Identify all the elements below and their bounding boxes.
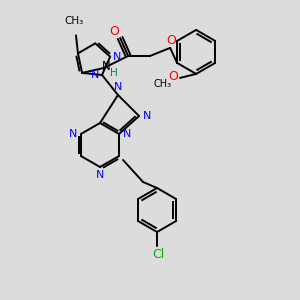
Text: CH₃: CH₃ bbox=[153, 79, 171, 89]
Text: N: N bbox=[143, 111, 151, 121]
Text: N: N bbox=[96, 170, 104, 180]
Text: H: H bbox=[110, 68, 118, 78]
Text: O: O bbox=[166, 34, 176, 47]
Text: N: N bbox=[91, 70, 99, 80]
Text: N: N bbox=[114, 82, 122, 92]
Text: Cl: Cl bbox=[152, 248, 164, 260]
Text: N: N bbox=[102, 60, 110, 74]
Text: N: N bbox=[69, 129, 77, 139]
Text: N: N bbox=[113, 52, 121, 62]
Text: N: N bbox=[123, 129, 131, 139]
Text: O: O bbox=[109, 26, 119, 38]
Text: CH₃: CH₃ bbox=[64, 16, 84, 26]
Text: O: O bbox=[168, 70, 178, 83]
